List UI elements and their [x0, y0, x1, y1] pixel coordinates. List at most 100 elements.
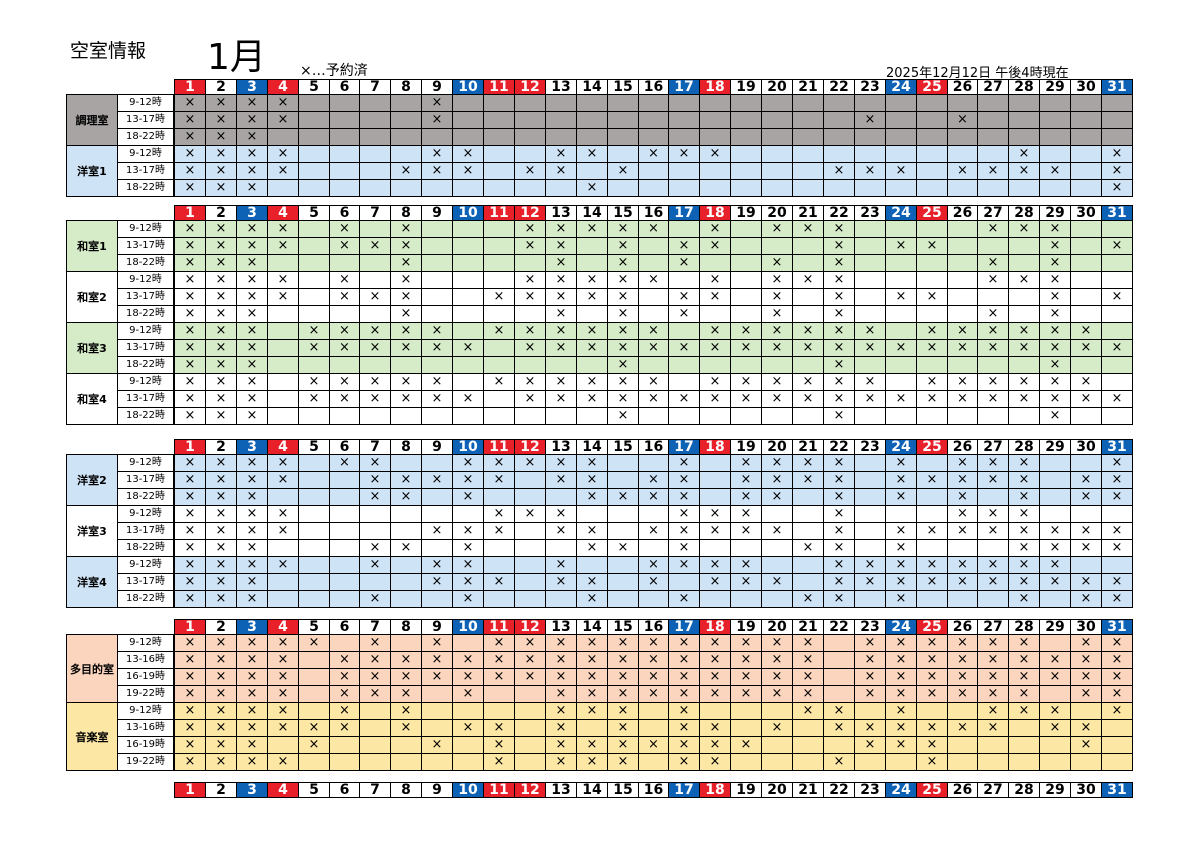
available-cell	[730, 179, 762, 197]
available-cell	[607, 522, 639, 540]
available-cell	[823, 651, 855, 669]
booked-cell: ×	[205, 373, 237, 391]
booked-cell: ×	[638, 522, 669, 540]
booked-cell: ×	[885, 390, 917, 408]
available-cell	[638, 356, 669, 374]
booked-cell: ×	[205, 94, 237, 112]
booked-cell: ×	[1070, 668, 1102, 686]
available-cell	[298, 356, 330, 374]
booked-cell: ×	[1039, 254, 1071, 272]
day-header-28: 28	[1008, 205, 1040, 221]
available-cell	[854, 505, 886, 523]
booked-cell: ×	[761, 454, 793, 472]
day-header-23: 23	[854, 205, 886, 221]
booked-cell: ×	[267, 454, 299, 472]
available-cell	[390, 128, 422, 146]
time-slot-label: 9-12時	[117, 271, 174, 289]
booked-cell: ×	[668, 668, 700, 686]
booked-cell: ×	[823, 407, 855, 425]
available-cell	[607, 128, 639, 146]
booked-cell: ×	[668, 288, 700, 306]
booked-cell: ×	[236, 271, 268, 289]
booked-cell: ×	[236, 753, 268, 771]
booked-cell: ×	[1039, 220, 1071, 238]
day-header-25: 25	[916, 619, 948, 635]
booked-cell: ×	[1039, 522, 1071, 540]
booked-cell: ×	[298, 322, 330, 340]
booked-cell: ×	[977, 634, 1009, 652]
room-label: 和室1	[66, 220, 118, 272]
booked-cell: ×	[298, 373, 330, 391]
available-cell	[576, 556, 608, 574]
day-header-3: 3	[236, 439, 268, 455]
booked-cell: ×	[514, 339, 546, 357]
booked-cell: ×	[1101, 539, 1133, 557]
booked-cell: ×	[576, 145, 608, 163]
booked-cell: ×	[607, 322, 639, 340]
booked-cell: ×	[761, 471, 793, 489]
available-cell	[854, 702, 886, 720]
available-cell	[638, 753, 669, 771]
available-cell	[545, 94, 577, 112]
booked-cell: ×	[1039, 668, 1071, 686]
available-cell	[607, 471, 639, 489]
booked-cell: ×	[1070, 390, 1102, 408]
booked-cell: ×	[638, 220, 669, 238]
booked-cell: ×	[1070, 322, 1102, 340]
booked-cell: ×	[452, 685, 484, 703]
booked-cell: ×	[1039, 356, 1071, 374]
booked-cell: ×	[761, 339, 793, 357]
day-header-12: 12	[514, 439, 546, 455]
day-header-4: 4	[267, 782, 299, 798]
available-cell	[452, 322, 484, 340]
booked-cell: ×	[761, 573, 793, 591]
booked-cell: ×	[761, 220, 793, 238]
available-cell	[1008, 128, 1040, 146]
available-cell	[1070, 702, 1102, 720]
booked-cell: ×	[514, 454, 546, 472]
booked-cell: ×	[823, 539, 855, 557]
booked-cell: ×	[885, 454, 917, 472]
available-cell	[298, 271, 330, 289]
available-cell	[576, 254, 608, 272]
booked-cell: ×	[1039, 373, 1071, 391]
booked-cell: ×	[267, 651, 299, 669]
booked-cell: ×	[699, 685, 731, 703]
booked-cell: ×	[668, 145, 700, 163]
day-header-19: 19	[730, 619, 762, 635]
available-cell	[668, 407, 700, 425]
available-cell	[916, 162, 948, 180]
booked-cell: ×	[390, 220, 422, 238]
booked-cell: ×	[1008, 145, 1040, 163]
booked-cell: ×	[947, 488, 978, 506]
available-cell	[916, 145, 948, 163]
available-cell	[390, 634, 422, 652]
available-cell	[267, 305, 299, 323]
booked-cell: ×	[359, 471, 391, 489]
available-cell	[390, 753, 422, 771]
day-header-15: 15	[607, 205, 639, 221]
day-header-11: 11	[483, 205, 515, 221]
available-cell	[1039, 179, 1071, 197]
available-cell	[1039, 634, 1071, 652]
booked-cell: ×	[576, 373, 608, 391]
day-header-5: 5	[298, 619, 330, 635]
available-cell	[885, 94, 917, 112]
available-cell	[823, 179, 855, 197]
booked-cell: ×	[421, 668, 453, 686]
available-cell	[885, 356, 917, 374]
booked-cell: ×	[390, 237, 422, 255]
available-cell	[545, 590, 577, 608]
booked-cell: ×	[390, 471, 422, 489]
available-cell	[668, 322, 700, 340]
day-header-29: 29	[1039, 439, 1071, 455]
day-header-23: 23	[854, 439, 886, 455]
available-cell	[421, 407, 453, 425]
day-header-24: 24	[885, 782, 917, 798]
booked-cell: ×	[1008, 590, 1040, 608]
available-cell	[761, 407, 793, 425]
booked-cell: ×	[576, 471, 608, 489]
available-cell	[483, 685, 515, 703]
available-cell	[452, 407, 484, 425]
